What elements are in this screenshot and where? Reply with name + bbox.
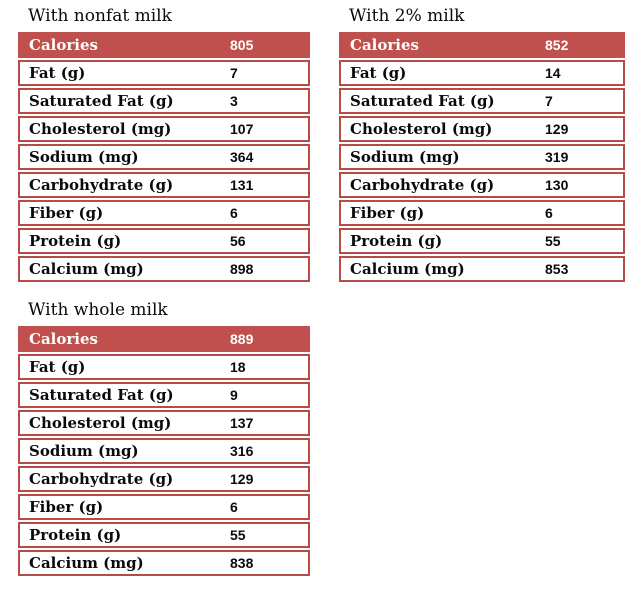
table-row: Saturated Fat (g) 7 — [339, 88, 625, 114]
whole-milk-panel: With whole milk Calories 889 Fat (g) 18 … — [18, 300, 310, 576]
table-header-row: Calories 805 — [18, 32, 310, 58]
table-row: Protein (g) 55 — [339, 228, 625, 254]
row-label: Saturated Fat (g) — [29, 386, 174, 404]
table-row: Sodium (mg) 319 — [339, 144, 625, 170]
row-label: Fiber (g) — [29, 498, 104, 516]
row-label: Protein (g) — [29, 232, 122, 250]
table-row: Fiber (g) 6 — [18, 200, 310, 226]
table-title-nonfat-milk: With nonfat milk — [28, 6, 172, 26]
header-label: Calories — [29, 36, 98, 54]
table-row: Protein (g) 55 — [18, 522, 310, 548]
table-row: Saturated Fat (g) 9 — [18, 382, 310, 408]
table-row: Calcium (mg) 838 — [18, 550, 310, 576]
row-label: Fat (g) — [29, 64, 86, 82]
row-value: 107 — [230, 121, 254, 137]
table-row: Cholesterol (mg) 129 — [339, 116, 625, 142]
row-value: 898 — [230, 261, 254, 277]
row-value: 838 — [230, 555, 254, 571]
row-value: 55 — [230, 527, 246, 543]
row-value: 6 — [230, 499, 238, 515]
row-label: Cholesterol (mg) — [350, 120, 493, 138]
nutrition-table-nonfat-milk: Calories 805 Fat (g) 7 Saturated Fat (g)… — [18, 32, 310, 282]
row-value: 7 — [230, 65, 238, 81]
row-label: Sodium (mg) — [350, 148, 460, 166]
row-value: 131 — [230, 177, 254, 193]
row-label: Fat (g) — [350, 64, 407, 82]
row-value: 129 — [545, 121, 569, 137]
table-row: Fat (g) 18 — [18, 354, 310, 380]
header-label: Calories — [350, 36, 419, 54]
row-label: Calcium (mg) — [29, 260, 144, 278]
table-row: Saturated Fat (g) 3 — [18, 88, 310, 114]
row-value: 55 — [545, 233, 561, 249]
table-row: Fiber (g) 6 — [339, 200, 625, 226]
header-value: 805 — [230, 37, 254, 53]
row-value: 9 — [230, 387, 238, 403]
table-row: Carbohydrate (g) 131 — [18, 172, 310, 198]
row-value: 6 — [230, 205, 238, 221]
row-label: Protein (g) — [29, 526, 122, 544]
table-row: Carbohydrate (g) 130 — [339, 172, 625, 198]
row-value: 319 — [545, 149, 569, 165]
header-value: 852 — [545, 37, 569, 53]
table-row: Carbohydrate (g) 129 — [18, 466, 310, 492]
row-label: Saturated Fat (g) — [350, 92, 495, 110]
table-row: Sodium (mg) 316 — [18, 438, 310, 464]
nonfat-milk-panel: With nonfat milk Calories 805 Fat (g) 7 … — [18, 6, 310, 282]
row-label: Fat (g) — [29, 358, 86, 376]
header-label: Calories — [29, 330, 98, 348]
row-label: Carbohydrate (g) — [29, 470, 174, 488]
row-label: Protein (g) — [350, 232, 443, 250]
table-row: Calcium (mg) 898 — [18, 256, 310, 282]
row-value: 3 — [230, 93, 238, 109]
row-value: 364 — [230, 149, 254, 165]
row-value: 129 — [230, 471, 254, 487]
table-header-row: Calories 889 — [18, 326, 310, 352]
table-header-row: Calories 852 — [339, 32, 625, 58]
row-value: 6 — [545, 205, 553, 221]
table-row: Protein (g) 56 — [18, 228, 310, 254]
row-value: 56 — [230, 233, 246, 249]
row-value: 137 — [230, 415, 254, 431]
row-label: Carbohydrate (g) — [350, 176, 495, 194]
row-label: Cholesterol (mg) — [29, 414, 172, 432]
row-label: Sodium (mg) — [29, 148, 139, 166]
row-label: Cholesterol (mg) — [29, 120, 172, 138]
table-title-2-percent-milk: With 2% milk — [349, 6, 465, 26]
row-label: Fiber (g) — [29, 204, 104, 222]
table-row: Calcium (mg) 853 — [339, 256, 625, 282]
row-value: 853 — [545, 261, 569, 277]
row-value: 7 — [545, 93, 553, 109]
row-value: 316 — [230, 443, 254, 459]
table-row: Fat (g) 14 — [339, 60, 625, 86]
row-label: Saturated Fat (g) — [29, 92, 174, 110]
header-value: 889 — [230, 331, 254, 347]
table-title-whole-milk: With whole milk — [28, 300, 168, 320]
row-value: 130 — [545, 177, 569, 193]
nutrition-table-2-percent-milk: Calories 852 Fat (g) 14 Saturated Fat (g… — [339, 32, 625, 282]
table-row: Cholesterol (mg) 137 — [18, 410, 310, 436]
table-row: Cholesterol (mg) 107 — [18, 116, 310, 142]
two-percent-milk-panel: With 2% milk Calories 852 Fat (g) 14 Sat… — [339, 6, 625, 282]
nutrition-table-whole-milk: Calories 889 Fat (g) 18 Saturated Fat (g… — [18, 326, 310, 576]
row-value: 14 — [545, 65, 561, 81]
row-label: Calcium (mg) — [29, 554, 144, 572]
table-row: Fiber (g) 6 — [18, 494, 310, 520]
row-value: 18 — [230, 359, 246, 375]
row-label: Fiber (g) — [350, 204, 425, 222]
row-label: Carbohydrate (g) — [29, 176, 174, 194]
table-row: Sodium (mg) 364 — [18, 144, 310, 170]
row-label: Calcium (mg) — [350, 260, 465, 278]
table-row: Fat (g) 7 — [18, 60, 310, 86]
row-label: Sodium (mg) — [29, 442, 139, 460]
